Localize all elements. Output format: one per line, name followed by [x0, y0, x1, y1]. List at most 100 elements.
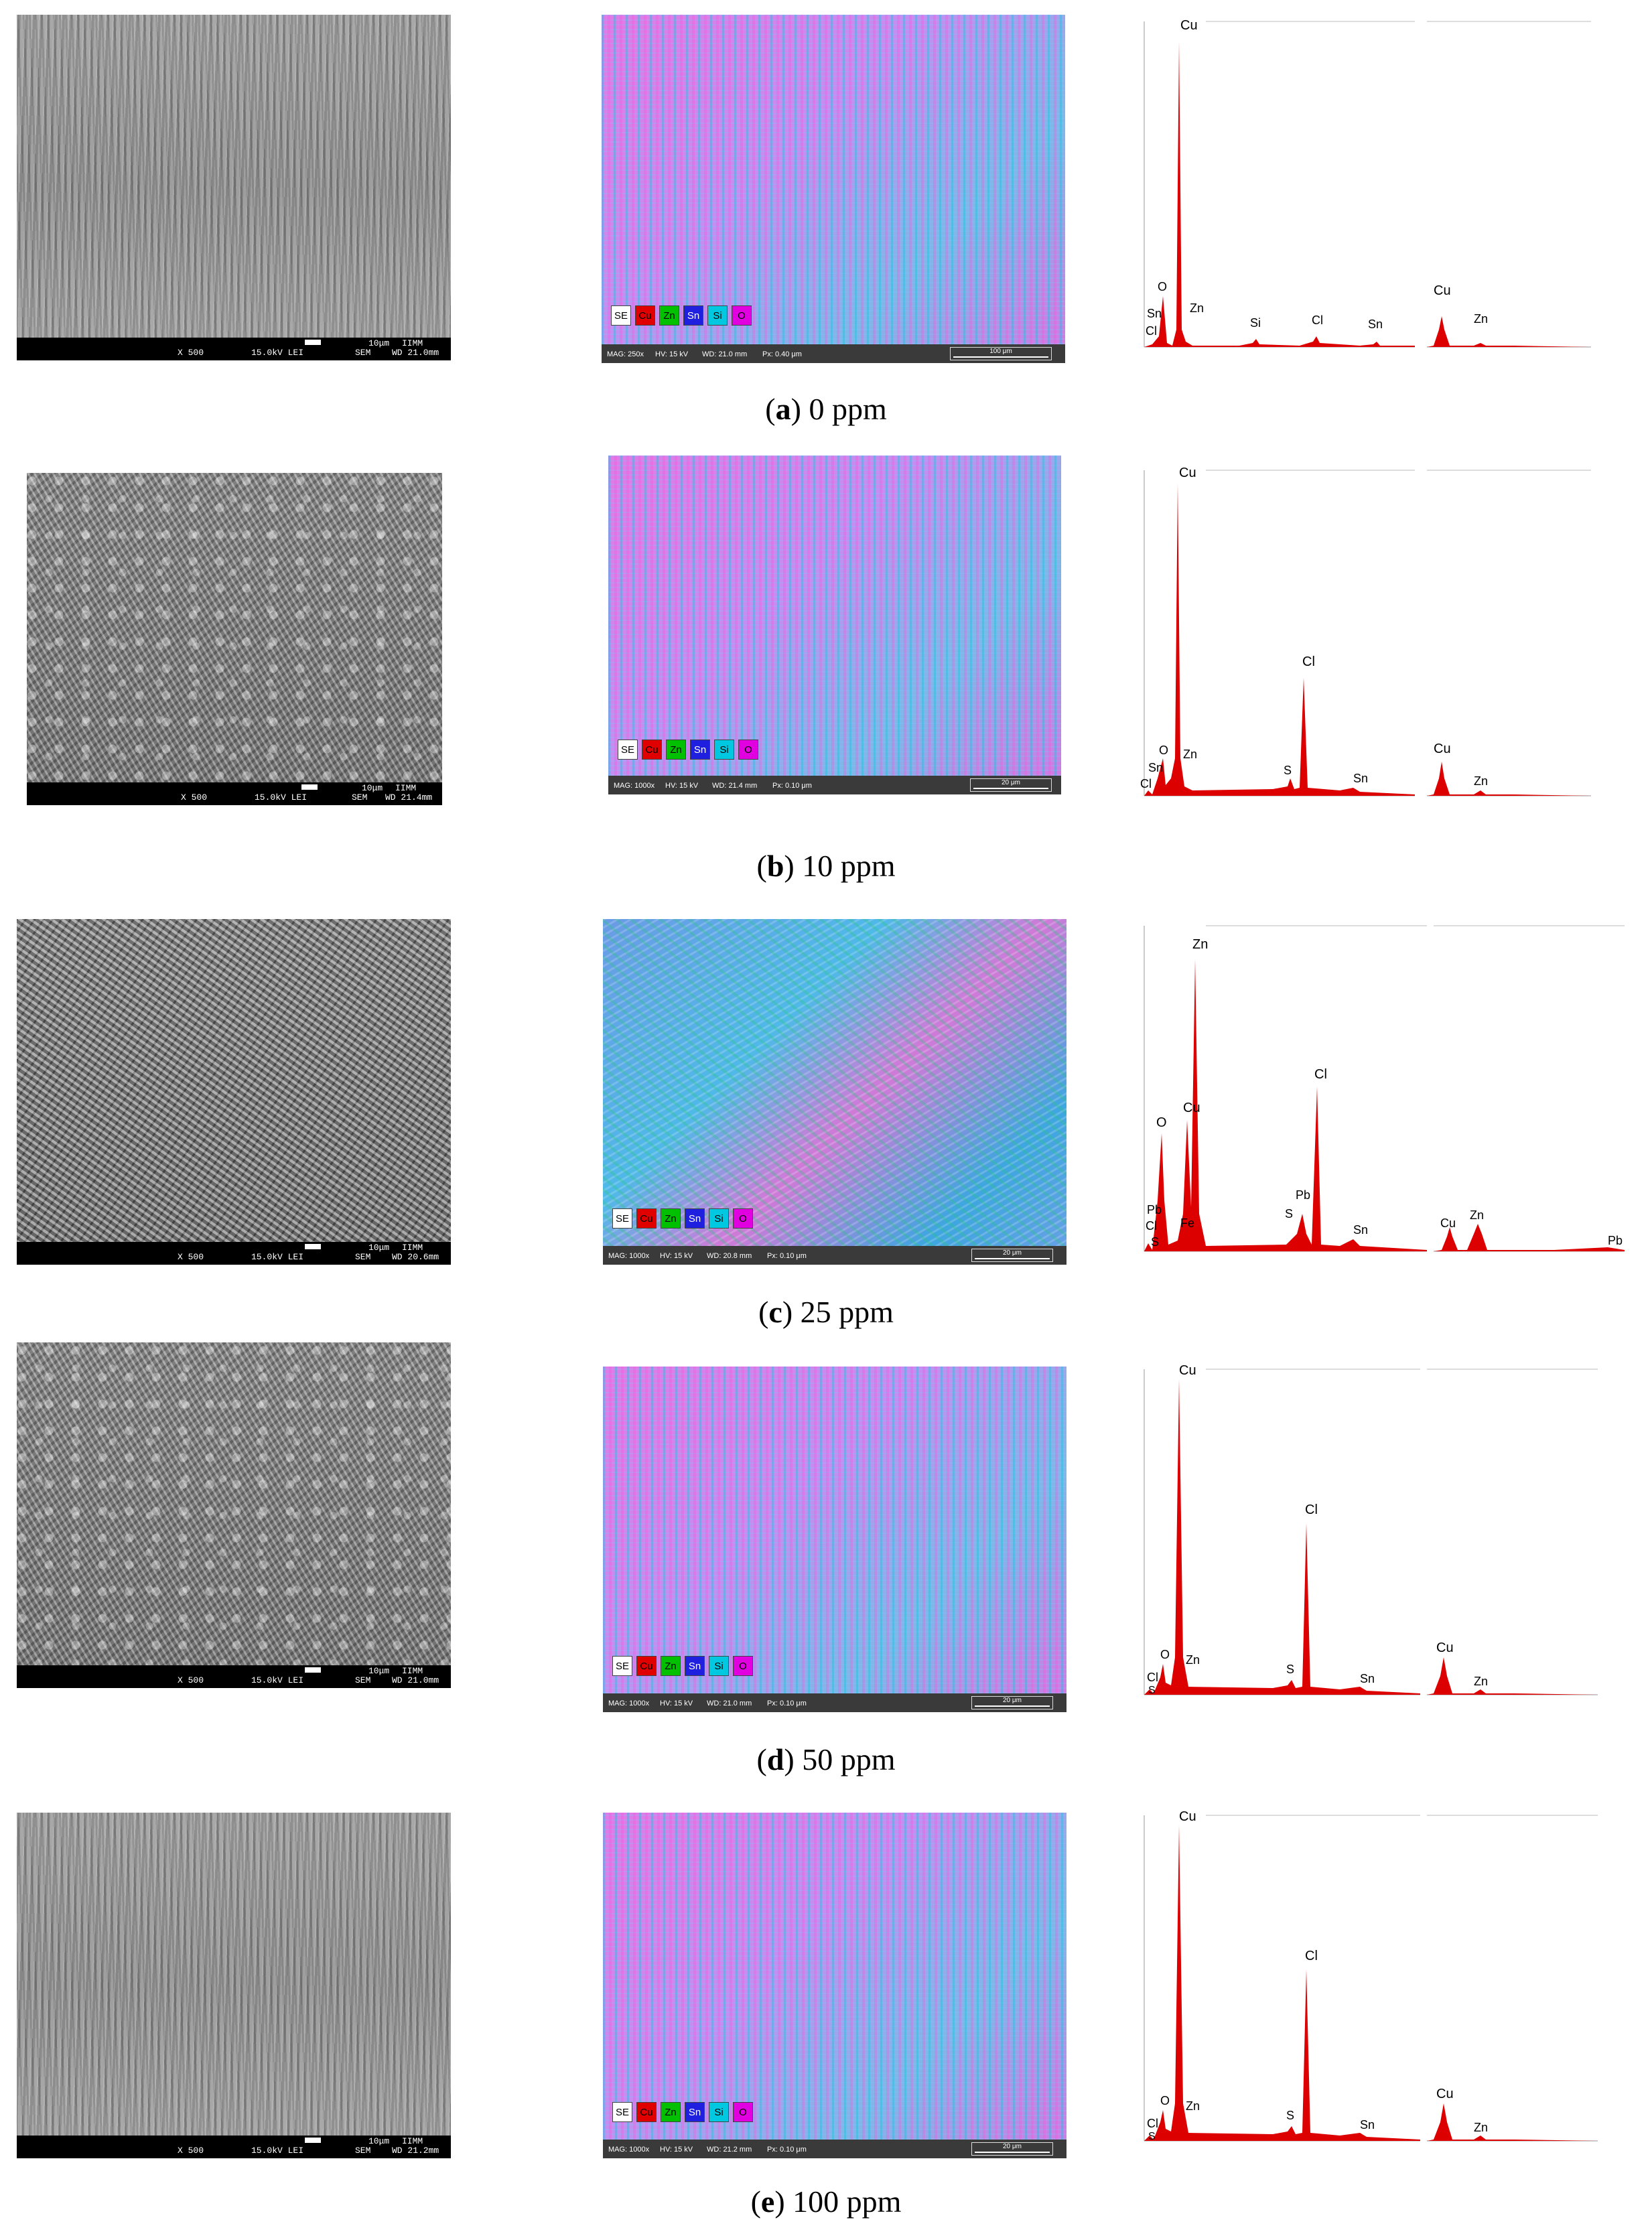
peak-label: Cu — [1436, 1640, 1454, 1655]
sem-wd: WD 20.6mm — [392, 1252, 439, 1262]
sem-org: IIMM — [402, 1243, 423, 1253]
eds-spectrum-d: Cu Cl O Zn Cl S S Sn Cu Zn — [1139, 1362, 1601, 1711]
peak-label: Pb — [1147, 1203, 1162, 1216]
map-mag: MAG: 1000x — [614, 782, 655, 790]
sem-scale-label: 10μm — [362, 783, 383, 793]
legend-cu: Cu — [636, 2102, 657, 2122]
sem-image-b: X 500 15.0kV LEI SEM 10μm IIMM WD 21.4mm — [27, 473, 442, 805]
peak-label: Cl — [1147, 1671, 1158, 1684]
sem-image-c: X 500 15.0kV LEI SEM 10μm IIMM WD 20.6mm — [17, 919, 451, 1265]
legend-sn: Sn — [683, 305, 703, 326]
map-px: Px: 0.10 μm — [767, 2146, 807, 2154]
sem-scale-label: 10μm — [368, 338, 390, 348]
peak-label: S — [1286, 1663, 1294, 1676]
peak-label: Si — [1250, 316, 1261, 330]
peak-label: Pb — [1296, 1188, 1310, 1202]
map-wd: WD: 21.2 mm — [707, 2146, 752, 2154]
legend-zn: Zn — [661, 2102, 681, 2122]
map-scalebar: 20 μm — [971, 1696, 1053, 1709]
peak-label: Zn — [1474, 774, 1488, 788]
eds-spectrum-a: Cu O Sn Cl Zn Si Cl Sn Cu Zn — [1139, 15, 1594, 363]
peak-label: Cl — [1146, 1219, 1157, 1233]
legend-cu: Cu — [636, 1208, 657, 1229]
map-hv: HV: 15 kV — [655, 350, 689, 358]
sem-voltage: 15.0kV LEI — [255, 792, 307, 802]
legend-si: Si — [709, 2102, 729, 2122]
peak-label: Cl — [1314, 1067, 1327, 1082]
sem-voltage: 15.0kV LEI — [251, 1252, 304, 1262]
eds-spectrum-c: Zn O Cu Cl Pb Cl S Fe Pb S Sn Cu Zn Pb — [1139, 919, 1628, 1267]
sem-mode: SEM — [355, 348, 371, 358]
eds-map-d: SE Cu Zn Sn Si O MAG: 1000x HV: 15 kV WD… — [603, 1367, 1066, 1712]
sem-scale-label: 10μm — [368, 1666, 390, 1676]
legend-sn: Sn — [685, 1656, 705, 1676]
sem-mag: X 500 — [178, 2146, 204, 2156]
legend-zn: Zn — [666, 740, 686, 760]
legend-se: SE — [611, 305, 631, 326]
map-wd: WD: 21.0 mm — [707, 1699, 752, 1707]
sem-org: IIMM — [402, 2136, 423, 2146]
sem-mag: X 500 — [178, 1252, 204, 1262]
map-scale-label: 20 μm — [1003, 2143, 1022, 2150]
caption-e: (e) 100 ppm — [750, 2184, 902, 2219]
map-mag: MAG: 1000x — [608, 1252, 650, 1260]
peak-label: Cl — [1302, 654, 1315, 669]
sem-org: IIMM — [402, 1666, 423, 1676]
eds-map-e: SE Cu Zn Sn Si O MAG: 1000x HV: 15 kV WD… — [603, 1813, 1066, 2158]
peak-label: Cl — [1312, 313, 1323, 327]
map-databar: MAG: 1000x HV: 15 kV WD: 21.2 mm Px: 0.1… — [603, 2140, 1066, 2158]
sem-mag: X 500 — [178, 1675, 204, 1685]
sem-mode: SEM — [355, 2146, 371, 2156]
eds-spectrum-e: Cu Cl O Zn Cl S S Sn Cu Zn — [1139, 1809, 1601, 2157]
caption-d: (d) 50 ppm — [756, 1742, 896, 1776]
peak-label: Zn — [1474, 2121, 1488, 2134]
peak-label: S — [1286, 2109, 1294, 2122]
map-scalebar: 20 μm — [971, 2142, 1053, 2156]
map-scalebar: 20 μm — [970, 778, 1052, 792]
map-legend: SE Cu Zn Sn Si O — [612, 1208, 753, 1229]
peak-label: Cl — [1305, 1949, 1318, 1963]
peak-label: S — [1148, 1685, 1156, 1696]
legend-o: O — [733, 1656, 753, 1676]
sem-mode: SEM — [355, 1675, 371, 1685]
sem-image-a: X 500 15.0kV LEI SEM 10μm IIMM WD 21.0mm — [17, 15, 451, 360]
map-scalebar: 100 μm — [950, 347, 1052, 360]
peak-label: Cu — [1434, 742, 1451, 756]
peak-label: Cl — [1305, 1503, 1318, 1517]
peak-label: Cu — [1440, 1216, 1456, 1230]
peak-label: Pb — [1608, 1234, 1623, 1247]
sem-mode: SEM — [352, 792, 368, 802]
sem-wd: WD 21.4mm — [385, 792, 433, 802]
sem-mode: SEM — [355, 1252, 371, 1262]
map-mag: MAG: 1000x — [608, 1699, 650, 1707]
sem-mag: X 500 — [178, 348, 204, 358]
legend-o: O — [733, 2102, 753, 2122]
legend-si: Si — [709, 1656, 729, 1676]
map-wd: WD: 21.0 mm — [702, 350, 748, 358]
peak-label: Cu — [1179, 466, 1196, 480]
peak-label: Sn — [1360, 1672, 1375, 1685]
map-scale-label: 20 μm — [1003, 1249, 1022, 1257]
map-databar: MAG: 1000x HV: 15 kV WD: 20.8 mm Px: 0.1… — [603, 1246, 1066, 1265]
peak-label: Cu — [1179, 1363, 1196, 1378]
legend-o: O — [738, 740, 758, 760]
map-mag: MAG: 250x — [607, 350, 644, 358]
map-wd: WD: 20.8 mm — [707, 1252, 752, 1260]
peak-label: Zn — [1470, 1208, 1484, 1222]
map-hv: HV: 15 kV — [665, 782, 699, 790]
sem-mag: X 500 — [181, 792, 208, 802]
peak-label: Sn — [1148, 761, 1163, 774]
sem-wd: WD 21.0mm — [392, 1675, 439, 1685]
eds-spectrum-b: Cu Cl O Sn Cl Zn S Sn Cu Zn — [1139, 464, 1594, 812]
map-legend: SE Cu Zn Sn Si O — [611, 305, 752, 326]
caption-b: (b) 10 ppm — [756, 849, 896, 883]
map-scale-label: 100 μm — [989, 348, 1012, 355]
sem-voltage: 15.0kV LEI — [251, 2146, 304, 2156]
peak-label: Zn — [1190, 301, 1204, 315]
sem-databar: X 500 15.0kV LEI SEM 10μm IIMM WD 21.0mm — [17, 1665, 451, 1688]
peak-label: Cu — [1179, 1809, 1196, 1824]
sem-databar: X 500 15.0kV LEI SEM 10μm IIMM WD 21.2mm — [17, 2136, 451, 2158]
sem-voltage: 15.0kV LEI — [251, 348, 304, 358]
peak-label: Cl — [1140, 777, 1152, 790]
map-hv: HV: 15 kV — [660, 1699, 693, 1707]
